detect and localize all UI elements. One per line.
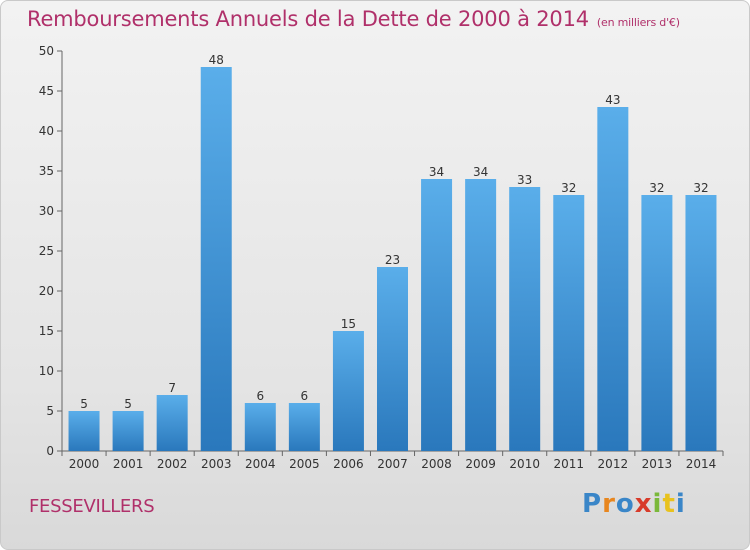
x-tick-label: 2000	[69, 457, 100, 471]
y-tick-label: 20	[39, 284, 54, 298]
chart-title-text: Remboursements Annuels de la Dette de 20…	[27, 7, 589, 31]
x-tick-label: 2010	[509, 457, 540, 471]
bar[interactable]	[332, 331, 364, 451]
y-tick-label: 25	[39, 244, 54, 258]
data-label: 32	[649, 181, 664, 195]
data-label: 32	[561, 181, 576, 195]
logo-letter: i	[652, 489, 663, 519]
bar[interactable]	[553, 195, 585, 451]
bar[interactable]	[244, 403, 276, 451]
chart-axes: 0 5 10 15 20 25 30 35 40 45 50 2000 2001 2002 2003 2004…	[39, 44, 724, 471]
logo-letter: i	[675, 489, 686, 519]
x-tick-label: 2009	[465, 457, 496, 471]
y-tick-label: 10	[39, 364, 54, 378]
x-tick-label: 2013	[642, 457, 673, 471]
chart-unit-note: (en milliers d'€)	[596, 16, 680, 29]
bar[interactable]	[112, 411, 144, 451]
chart-bars	[68, 67, 717, 451]
bar[interactable]	[509, 187, 541, 451]
chart-title: Remboursements Annuels de la Dette de 20…	[27, 7, 680, 31]
data-label: 6	[301, 389, 309, 403]
data-label: 15	[341, 317, 356, 331]
bar[interactable]	[200, 67, 232, 451]
x-tick-label: 2001	[113, 457, 144, 471]
data-label: 5	[80, 397, 88, 411]
data-label: 23	[385, 253, 400, 267]
x-tick-label: 2011	[553, 457, 584, 471]
x-tick-label: 2008	[421, 457, 452, 471]
bar[interactable]	[377, 267, 408, 451]
logo-letter: o	[615, 489, 635, 519]
x-tick-label: 2012	[598, 457, 629, 471]
bar[interactable]	[288, 403, 320, 451]
y-tick-label: 0	[46, 444, 54, 458]
logo-letter: t	[662, 489, 676, 519]
y-tick-label: 15	[39, 324, 54, 338]
data-label: 7	[168, 381, 176, 395]
y-tick-label: 45	[39, 84, 54, 98]
x-tick-label: 2002	[157, 457, 188, 471]
data-label: 6	[256, 389, 264, 403]
x-tick-label: 2007	[377, 457, 408, 471]
x-tick-label: 2006	[333, 457, 364, 471]
x-tick-label: 2014	[686, 457, 717, 471]
bar[interactable]	[597, 107, 629, 451]
y-tick-label: 50	[39, 44, 54, 58]
data-label: 32	[693, 181, 708, 195]
data-label: 33	[517, 173, 532, 187]
proxiti-logo[interactable]: Proxiti	[582, 489, 686, 519]
bar[interactable]	[68, 411, 100, 451]
y-tick-label: 40	[39, 124, 54, 138]
logo-letter: r	[602, 489, 616, 519]
data-label: 43	[605, 93, 620, 107]
logo-letter: P	[582, 489, 603, 519]
logo-letter: x	[634, 489, 653, 519]
bar[interactable]	[685, 195, 717, 451]
bar[interactable]	[641, 195, 673, 451]
chart-data-labels: 5 5 7 48 6 6 15 23 34 34 33 32 43 32 32	[80, 53, 708, 411]
y-tick-label: 35	[39, 164, 54, 178]
data-label: 34	[473, 165, 488, 179]
y-tick-label: 5	[46, 404, 54, 418]
place-name: FESSEVILLERS	[29, 496, 155, 517]
bar[interactable]	[465, 179, 497, 451]
x-tick-label: 2003	[201, 457, 232, 471]
bar[interactable]	[156, 395, 188, 451]
x-tick-label: 2004	[245, 457, 276, 471]
x-tick-label: 2005	[289, 457, 320, 471]
data-label: 48	[209, 53, 224, 67]
data-label: 5	[124, 397, 132, 411]
data-label: 34	[429, 165, 444, 179]
bar[interactable]	[421, 179, 453, 451]
y-tick-label: 30	[39, 204, 54, 218]
